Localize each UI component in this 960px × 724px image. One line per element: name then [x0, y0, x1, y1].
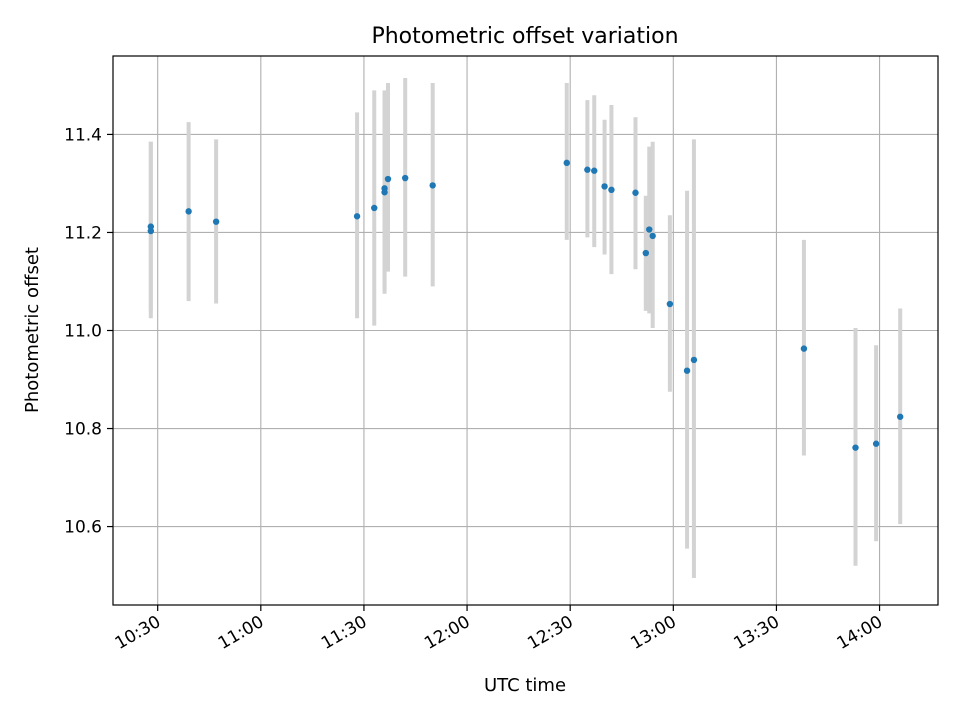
data-point [800, 345, 808, 352]
grid-layer [113, 56, 938, 605]
data-point [872, 440, 880, 447]
y-axis-label: Photometric offset [22, 247, 43, 413]
x-tick-label: 13:00 [627, 612, 679, 654]
data-point [591, 167, 598, 174]
y-tick-label: 10.8 [64, 420, 102, 440]
x-tick-label: 11:00 [215, 612, 267, 654]
x-tick-label: 12:30 [524, 612, 576, 654]
data-point [608, 186, 615, 194]
data-point [147, 227, 155, 235]
y-tick-label: 11.0 [64, 322, 102, 342]
data-point [185, 208, 192, 215]
data-point [632, 189, 639, 196]
data-point [896, 413, 904, 420]
data-point [690, 356, 698, 364]
data-point [646, 226, 653, 233]
data-point [401, 174, 409, 182]
data-point [601, 183, 608, 190]
data-point [371, 204, 378, 212]
data-point [666, 300, 674, 308]
data-point [381, 185, 388, 192]
data-point [563, 159, 570, 167]
data-point [212, 218, 220, 225]
x-tick-label: 12:00 [421, 612, 473, 654]
y-tick-label: 10.6 [64, 518, 102, 538]
data-point [642, 249, 650, 257]
data-point [147, 223, 155, 230]
x-tick-label: 14:00 [834, 612, 886, 654]
data-point [429, 182, 436, 189]
x-tick-label: 13:30 [731, 612, 783, 654]
data-point [584, 166, 591, 173]
data-point [683, 367, 691, 374]
x-tick-label: 10:30 [112, 612, 164, 654]
chart-title: Photometric offset variation [371, 24, 678, 49]
data-point [353, 213, 361, 220]
y-tick-label: 11.4 [64, 125, 102, 145]
data-point [852, 444, 859, 451]
point-layer [147, 159, 904, 451]
data-point [384, 175, 392, 183]
x-axis-label: UTC time [484, 675, 566, 696]
data-point [649, 232, 656, 240]
errorbar-layer [148, 78, 903, 579]
y-tick-label: 11.2 [64, 223, 102, 243]
x-tick-label: 11:30 [318, 612, 370, 654]
